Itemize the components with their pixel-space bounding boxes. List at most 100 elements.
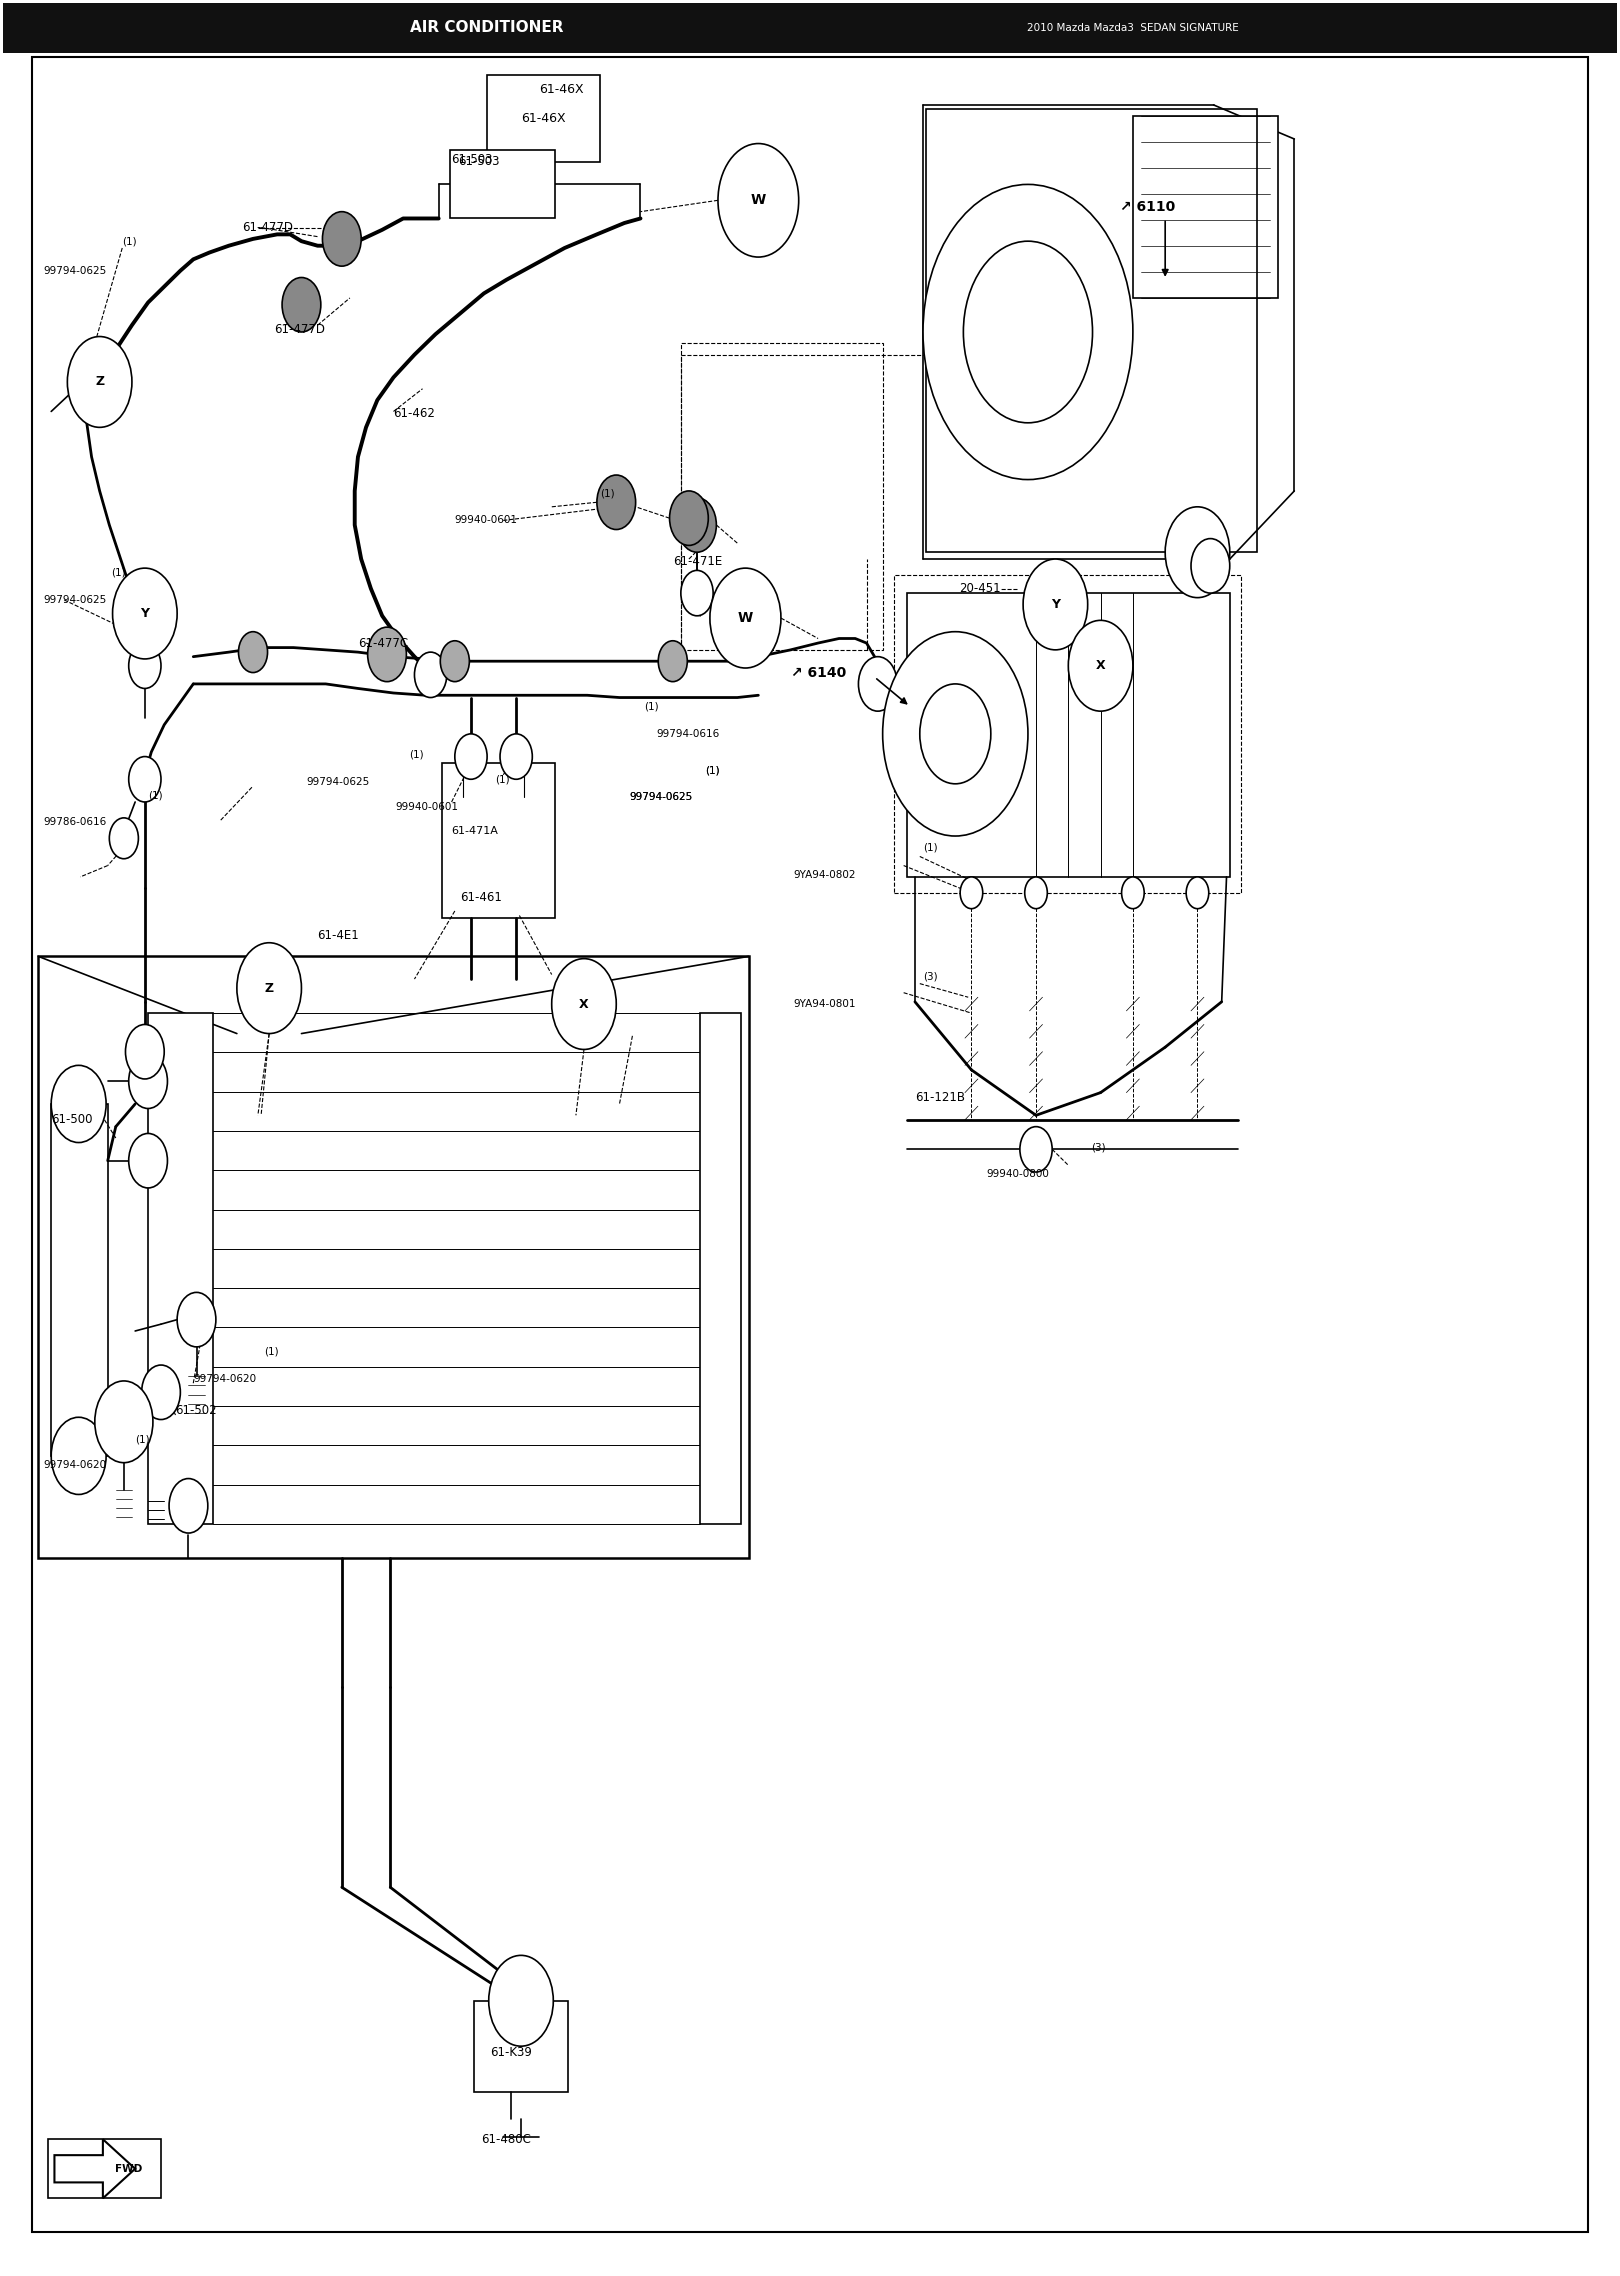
Text: 20-451: 20-451 bbox=[959, 583, 1001, 594]
Circle shape bbox=[658, 642, 687, 681]
Bar bbox=[52, 1104, 107, 1457]
Text: (1): (1) bbox=[134, 1434, 149, 1445]
Circle shape bbox=[883, 633, 1029, 835]
Circle shape bbox=[109, 817, 138, 858]
Circle shape bbox=[441, 642, 470, 681]
Text: W: W bbox=[750, 193, 766, 207]
Text: (3): (3) bbox=[923, 972, 938, 981]
Bar bbox=[927, 109, 1257, 553]
Polygon shape bbox=[55, 2139, 134, 2199]
Circle shape bbox=[128, 1054, 167, 1108]
Circle shape bbox=[489, 1955, 554, 2046]
Circle shape bbox=[1165, 508, 1230, 599]
Text: 61-500: 61-500 bbox=[52, 1113, 92, 1127]
Text: 61-46X: 61-46X bbox=[539, 82, 583, 96]
Circle shape bbox=[125, 1024, 164, 1079]
Text: (1): (1) bbox=[923, 842, 938, 854]
Text: (1): (1) bbox=[496, 774, 510, 785]
Text: (1): (1) bbox=[410, 749, 424, 760]
Bar bbox=[680, 344, 883, 651]
Text: 61-480C: 61-480C bbox=[481, 2133, 530, 2146]
Text: 99794-0616: 99794-0616 bbox=[656, 728, 719, 740]
Circle shape bbox=[128, 644, 160, 687]
Text: 61-471A: 61-471A bbox=[452, 826, 499, 838]
Circle shape bbox=[596, 476, 635, 530]
Text: 61-461: 61-461 bbox=[460, 890, 502, 904]
Bar bbox=[450, 150, 556, 218]
Text: X: X bbox=[580, 997, 588, 1011]
Text: 61-477D: 61-477D bbox=[274, 323, 326, 337]
Text: 61-4E1: 61-4E1 bbox=[318, 929, 360, 942]
Circle shape bbox=[128, 756, 160, 801]
Circle shape bbox=[961, 876, 983, 908]
Text: (1): (1) bbox=[643, 701, 658, 712]
Circle shape bbox=[1191, 539, 1230, 594]
Bar bbox=[49, 2139, 160, 2199]
Circle shape bbox=[368, 628, 407, 681]
Circle shape bbox=[96, 1382, 152, 1463]
Circle shape bbox=[552, 958, 616, 1049]
Circle shape bbox=[141, 1366, 180, 1420]
Circle shape bbox=[52, 1418, 105, 1495]
Circle shape bbox=[1186, 876, 1209, 908]
Text: 99940-0800: 99940-0800 bbox=[987, 1170, 1048, 1179]
Text: 61-121B: 61-121B bbox=[915, 1090, 966, 1104]
Text: 61-477D: 61-477D bbox=[241, 221, 293, 234]
Text: 99940-0601: 99940-0601 bbox=[455, 514, 518, 526]
Circle shape bbox=[168, 1479, 207, 1534]
Text: 9YA94-0801: 9YA94-0801 bbox=[794, 999, 857, 1008]
Bar bbox=[475, 2001, 569, 2092]
Text: 99794-0620: 99794-0620 bbox=[193, 1375, 256, 1384]
Bar bbox=[907, 594, 1230, 876]
Text: 99940-0601: 99940-0601 bbox=[395, 801, 458, 813]
Circle shape bbox=[1121, 876, 1144, 908]
Circle shape bbox=[1021, 1127, 1051, 1172]
Text: W: W bbox=[737, 610, 753, 626]
Circle shape bbox=[455, 733, 488, 778]
Bar bbox=[488, 75, 599, 162]
Circle shape bbox=[710, 569, 781, 669]
Text: (1): (1) bbox=[599, 487, 614, 498]
Circle shape bbox=[282, 278, 321, 332]
Text: 99794-0625: 99794-0625 bbox=[629, 792, 692, 803]
Text: 61-503: 61-503 bbox=[458, 155, 499, 168]
Text: AIR CONDITIONER: AIR CONDITIONER bbox=[410, 20, 564, 34]
Circle shape bbox=[128, 1133, 167, 1188]
Circle shape bbox=[68, 337, 131, 428]
Text: FWD: FWD bbox=[115, 2164, 143, 2174]
Text: Y: Y bbox=[1051, 599, 1059, 610]
Circle shape bbox=[923, 184, 1132, 480]
Text: (1): (1) bbox=[264, 1347, 279, 1356]
Text: (1): (1) bbox=[705, 765, 719, 776]
Circle shape bbox=[415, 653, 447, 696]
Bar bbox=[147, 1013, 212, 1525]
Circle shape bbox=[322, 212, 361, 266]
Text: (1): (1) bbox=[122, 237, 136, 246]
Text: (3): (3) bbox=[1090, 1143, 1105, 1152]
Text: X: X bbox=[1095, 660, 1105, 671]
Text: Y: Y bbox=[141, 608, 149, 619]
Text: 99794-0620: 99794-0620 bbox=[44, 1459, 107, 1470]
Circle shape bbox=[238, 633, 267, 674]
Text: Z: Z bbox=[264, 981, 274, 995]
Circle shape bbox=[1024, 560, 1087, 651]
Circle shape bbox=[1068, 621, 1132, 710]
Text: 61-477C: 61-477C bbox=[358, 637, 408, 649]
Text: ↗ 6140: ↗ 6140 bbox=[791, 665, 846, 681]
Text: (1): (1) bbox=[147, 790, 162, 801]
Text: 99794-0625: 99794-0625 bbox=[44, 266, 107, 275]
Text: 99786-0616: 99786-0616 bbox=[44, 817, 107, 828]
Circle shape bbox=[1025, 876, 1047, 908]
Circle shape bbox=[677, 498, 716, 553]
Text: ↗ 6110: ↗ 6110 bbox=[1119, 200, 1174, 214]
Circle shape bbox=[501, 733, 533, 778]
Text: Z: Z bbox=[96, 376, 104, 389]
Circle shape bbox=[920, 683, 991, 783]
Circle shape bbox=[177, 1293, 215, 1347]
Circle shape bbox=[112, 569, 177, 660]
Circle shape bbox=[859, 658, 897, 710]
Text: 61-462: 61-462 bbox=[394, 407, 436, 421]
Circle shape bbox=[52, 1065, 105, 1143]
Text: 99794-0625: 99794-0625 bbox=[629, 792, 692, 803]
Text: 2010 Mazda Mazda3  SEDAN SIGNATURE: 2010 Mazda Mazda3 SEDAN SIGNATURE bbox=[1027, 23, 1239, 32]
